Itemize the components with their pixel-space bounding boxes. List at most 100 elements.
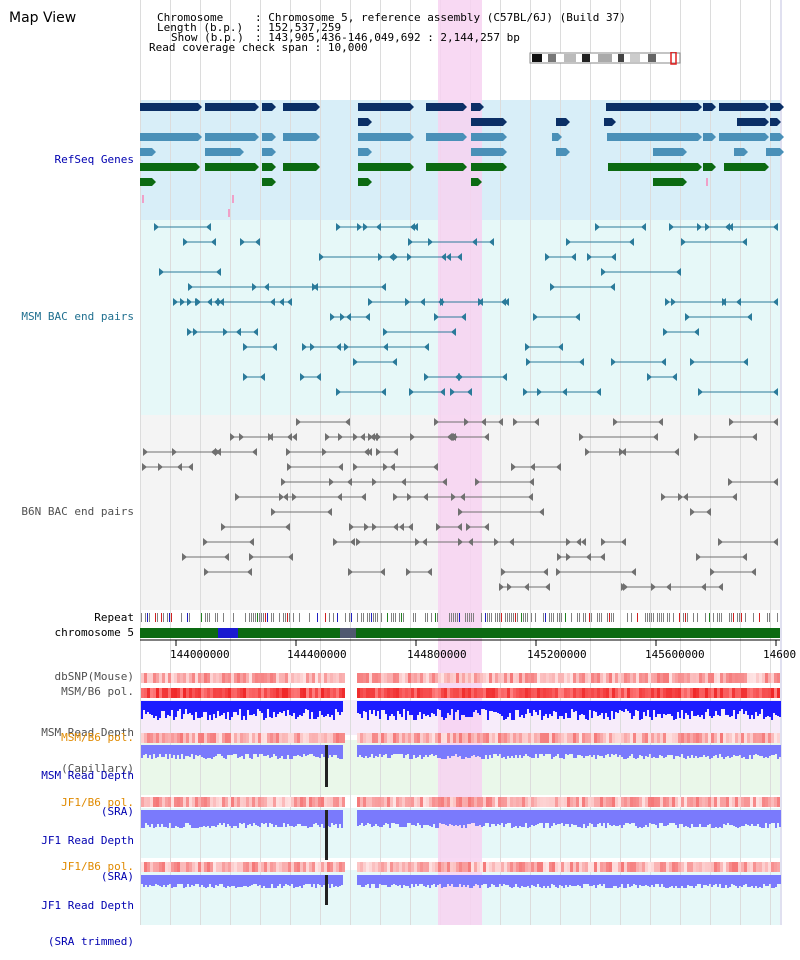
- pol-cell: [186, 862, 189, 872]
- pol-cell: [600, 862, 603, 872]
- depth-bar: [769, 745, 771, 756]
- pol-cell: [534, 733, 537, 743]
- pol-cell: [336, 862, 339, 872]
- depth-bar: [455, 810, 457, 825]
- label-jf1-pol-1[interactable]: JF1/B6 pol.: [61, 796, 134, 809]
- depth-bar: [219, 875, 221, 884]
- depth-bar: [657, 745, 659, 758]
- gene-arrow: [255, 103, 259, 111]
- depth-bar: [223, 701, 225, 713]
- pol-cell: [201, 673, 204, 683]
- depth-bar: [553, 875, 555, 885]
- label-dbsnp[interactable]: dbSNP(Mouse): [54, 670, 134, 683]
- depth-bar: [545, 701, 547, 714]
- depth-bar: [587, 701, 589, 720]
- depth-bar: [445, 745, 447, 759]
- b6n-bac-pair-end: [350, 538, 355, 546]
- depth-bar: [441, 875, 443, 888]
- depth-bar: [723, 875, 725, 888]
- msm-bac-pair-end: [610, 283, 615, 291]
- depth-bar: [387, 701, 389, 720]
- track-canvas[interactable]: [0, 0, 800, 925]
- repeat-mark: [361, 613, 362, 622]
- pol-cell: [591, 862, 594, 872]
- b6n-bac-pair-end: [215, 448, 220, 456]
- depth-bar: [423, 810, 425, 825]
- depth-bar: [595, 875, 597, 888]
- depth-bar: [439, 745, 441, 758]
- depth-bar: [179, 875, 181, 884]
- depth-bar: [211, 810, 213, 826]
- pol-cell: [486, 797, 489, 807]
- label-refseq[interactable]: RefSeq Genes: [54, 153, 134, 166]
- pol-cell: [693, 733, 696, 743]
- depth-bar: [653, 875, 655, 887]
- pol-cell: [546, 797, 549, 807]
- pol-cell: [249, 862, 252, 872]
- pol-cell: [384, 733, 387, 743]
- msm-bac-pair-end: [663, 328, 668, 336]
- depth-bar: [287, 701, 289, 710]
- pol-cell: [423, 862, 426, 872]
- refseq-gene: [556, 118, 566, 126]
- pol-cell: [435, 688, 438, 698]
- label-jf1-pol-2[interactable]: JF1/B6 pol.: [61, 860, 134, 873]
- label-jf1-depth-sra[interactable]: JF1 Read Depth (SRA): [41, 834, 134, 883]
- pol-cell: [243, 733, 246, 743]
- label-msm-bac[interactable]: MSM BAC end pairs: [21, 310, 134, 323]
- depth-bar: [683, 745, 685, 758]
- depth-bar: [299, 701, 301, 715]
- depth-bar: [593, 745, 595, 755]
- depth-bar: [777, 745, 779, 759]
- depth-bar: [443, 701, 445, 720]
- b6n-bac-pair-end: [356, 538, 361, 546]
- depth-bar: [359, 810, 361, 825]
- depth-bar: [201, 810, 203, 827]
- pol-cell: [216, 673, 219, 683]
- label-b6n-bac[interactable]: B6N BAC end pairs: [21, 505, 134, 518]
- pol-cell: [606, 862, 609, 872]
- depth-bar: [307, 745, 309, 755]
- label-msm-b6-pol-1[interactable]: MSM/B6 pol.: [61, 685, 134, 698]
- depth-bar: [203, 701, 205, 712]
- repeat-mark: [669, 613, 670, 622]
- depth-bar: [427, 810, 429, 825]
- depth-bar: [337, 701, 339, 712]
- depth-bar: [481, 875, 483, 885]
- depth-bar: [393, 745, 395, 754]
- label-msm-b6-pol-2[interactable]: MSM/B6 pol.: [61, 731, 134, 744]
- pol-cell: [270, 673, 273, 683]
- depth-bar: [601, 810, 603, 826]
- b6n-bac-pair-end: [247, 568, 252, 576]
- depth-bar: [567, 875, 569, 887]
- depth-bar: [339, 701, 341, 715]
- depth-bar: [241, 810, 243, 824]
- depth-bar: [405, 701, 407, 720]
- depth-bar: [547, 745, 549, 754]
- depth-bar: [331, 810, 333, 823]
- depth-bar: [493, 701, 495, 712]
- pol-cell: [225, 862, 228, 872]
- label-msm-depth-sra[interactable]: MSM Read Depth (SRA): [41, 769, 134, 818]
- label-msm-depth-capillary[interactable]: MSM Read Depth (Capillary): [41, 726, 134, 775]
- depth-bar: [541, 745, 543, 754]
- pol-cell: [237, 862, 240, 872]
- pol-cell: [732, 673, 735, 683]
- depth-bar: [669, 810, 671, 823]
- depth-bar: [559, 810, 561, 824]
- pol-cell: [471, 673, 474, 683]
- depth-spike: [325, 810, 328, 860]
- pol-cell: [186, 688, 189, 698]
- depth-bar: [425, 701, 427, 716]
- depth-bar: [495, 810, 497, 826]
- depth-bar: [505, 810, 507, 824]
- pol-cell: [666, 797, 669, 807]
- depth-bar: [193, 875, 195, 886]
- depth-bar: [389, 875, 391, 887]
- depth-bar: [399, 701, 401, 714]
- pol-cell: [279, 733, 282, 743]
- pol-cell: [723, 688, 726, 698]
- pol-cell: [240, 673, 243, 683]
- pol-cell: [390, 673, 393, 683]
- chromosome-ideogram[interactable]: [528, 52, 688, 66]
